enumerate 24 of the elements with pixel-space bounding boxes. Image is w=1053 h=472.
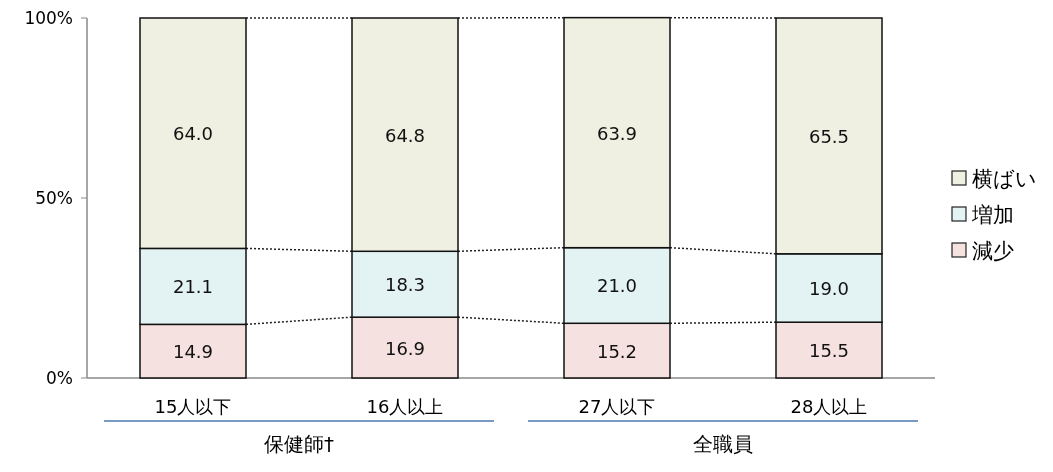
legend-label: 横ばい [972,167,1037,191]
data-label: 16.9 [384,337,426,359]
text: 保健師† [264,432,334,456]
y-tick-label: 50% [35,188,73,208]
data-label: 21.0 [596,275,638,297]
y-tick-label: 0% [46,368,73,388]
data-label: 14.9 [172,341,214,363]
x-tick-label: 15人以下 [154,396,232,417]
data-label: 15.5 [808,340,850,362]
x-tick-label: 28人以上 [790,396,868,417]
text: 全職員 [693,432,753,456]
y-tick-label: 100% [24,8,73,28]
x-tick-label: 16人以上 [366,396,444,417]
legend-label: 増加 [971,203,1014,227]
data-label: 18.3 [384,274,426,296]
legend-label: 減少 [972,239,1014,263]
data-label: 15.2 [596,340,638,362]
data-label: 63.9 [596,122,638,144]
x-tick-label: 27人以下 [578,396,656,417]
data-label: 19.0 [808,278,850,299]
data-label: 64.0 [172,123,214,145]
data-label: 65.5 [808,125,850,147]
data-label: 64.8 [384,124,426,146]
data-label: 21.1 [172,276,214,298]
